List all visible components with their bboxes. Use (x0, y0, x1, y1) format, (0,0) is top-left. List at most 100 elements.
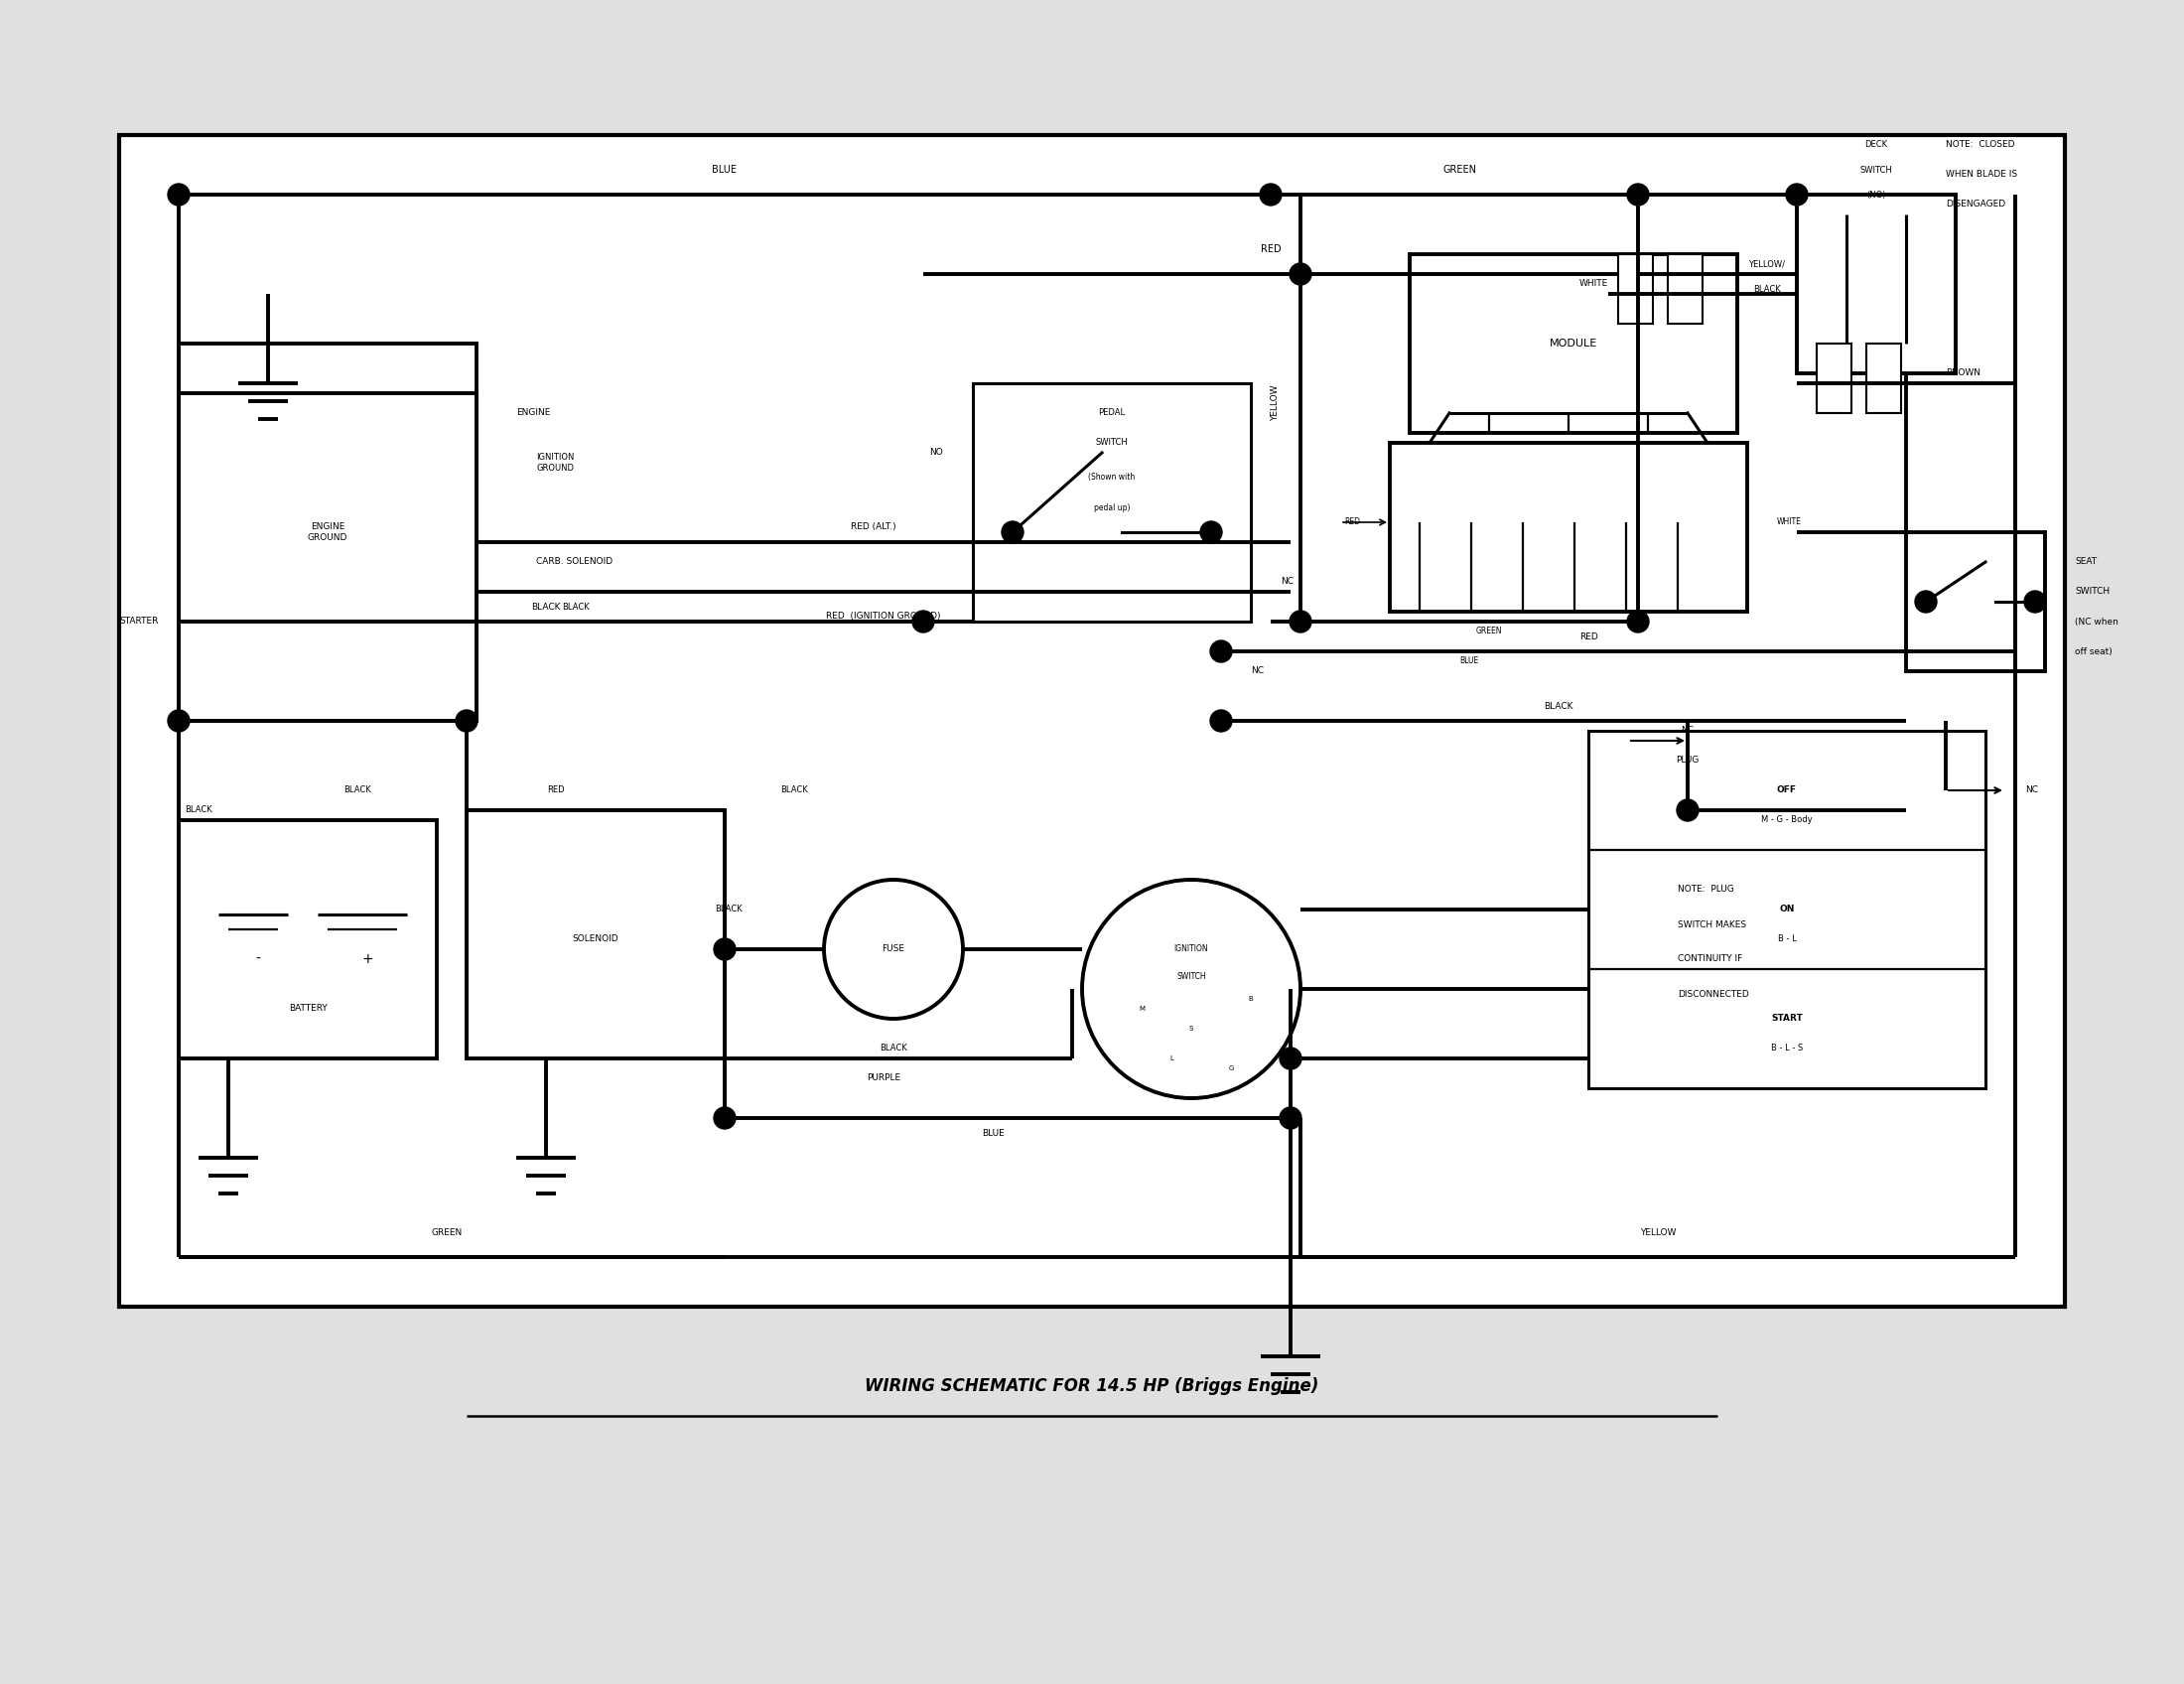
Text: RED (ALT.): RED (ALT.) (852, 522, 895, 532)
Text: BLACK: BLACK (186, 805, 212, 815)
Text: RED: RED (1260, 244, 1282, 254)
Text: BATTERY: BATTERY (288, 1004, 328, 1014)
Circle shape (1289, 611, 1310, 633)
Circle shape (168, 184, 190, 205)
Text: SEAT: SEAT (2075, 557, 2097, 566)
Text: RED: RED (1343, 517, 1361, 527)
Bar (1409, 254, 1736, 433)
Text: NO: NO (930, 448, 943, 458)
Circle shape (714, 1106, 736, 1128)
Text: WHITE: WHITE (1778, 517, 1802, 527)
Text: IGNITION
GROUND: IGNITION GROUND (535, 453, 574, 472)
Text: NC: NC (1682, 726, 1695, 736)
Bar (467, 810, 725, 1059)
Text: SWITCH: SWITCH (1861, 165, 1894, 173)
Text: CONTINUITY IF: CONTINUITY IF (1677, 955, 1743, 963)
Text: WIRING SCHEMATIC FOR 14.5 HP (Briggs Engine): WIRING SCHEMATIC FOR 14.5 HP (Briggs Eng… (865, 1378, 1319, 1394)
Bar (179, 820, 437, 1059)
Bar (1797, 195, 1955, 374)
Text: M - G - Body: M - G - Body (1760, 815, 1813, 825)
Circle shape (1677, 800, 1699, 822)
Bar (1618, 254, 1653, 323)
Text: RED  (IGNITION GROUND): RED (IGNITION GROUND) (826, 613, 941, 621)
Bar (1588, 731, 1985, 1088)
Text: (NC when: (NC when (2075, 616, 2118, 626)
Text: ON: ON (1780, 904, 1795, 914)
Circle shape (1915, 591, 1937, 613)
Text: DISCONNECTED: DISCONNECTED (1677, 990, 1749, 999)
Text: RED: RED (548, 786, 566, 795)
Text: (NO): (NO) (1867, 190, 1887, 199)
Text: -: - (256, 951, 260, 967)
Text: BLUE: BLUE (981, 1128, 1005, 1137)
Circle shape (1280, 1106, 1302, 1128)
Text: +: + (363, 951, 373, 967)
Circle shape (1210, 711, 1232, 733)
Text: ENGINE
GROUND: ENGINE GROUND (308, 522, 347, 542)
Text: SWITCH: SWITCH (2075, 588, 2110, 596)
Text: GREEN: GREEN (430, 1228, 463, 1236)
Bar (1907, 532, 2044, 672)
Text: (Shown with: (Shown with (1088, 473, 1136, 482)
Text: BLACK: BLACK (343, 786, 371, 795)
Text: DISENGAGED: DISENGAGED (1946, 200, 2005, 209)
Bar (120, 135, 2064, 1307)
Text: BROWN: BROWN (1946, 369, 1981, 377)
Text: OFF: OFF (1778, 786, 1797, 795)
Text: GREEN: GREEN (1476, 626, 1503, 637)
Circle shape (1787, 184, 1808, 205)
Text: RED: RED (1579, 632, 1599, 642)
Circle shape (2025, 591, 2046, 613)
Circle shape (456, 711, 478, 733)
Circle shape (1280, 1047, 1302, 1069)
Text: YELLOW: YELLOW (1271, 386, 1280, 421)
Bar (1817, 344, 1852, 413)
Text: SOLENOID: SOLENOID (572, 935, 618, 943)
Text: ENGINE: ENGINE (515, 409, 550, 418)
Text: SWITCH MAKES: SWITCH MAKES (1677, 919, 1747, 930)
Text: BLACK: BLACK (561, 603, 590, 611)
Text: pedal up): pedal up) (1094, 504, 1129, 512)
Text: S: S (1188, 1026, 1192, 1032)
Text: BLACK: BLACK (531, 603, 561, 611)
Text: DECK: DECK (1865, 140, 1887, 150)
Text: NC: NC (2025, 786, 2038, 795)
Text: PURPLE: PURPLE (867, 1074, 900, 1083)
Text: B: B (1249, 995, 1254, 1002)
Text: BLACK: BLACK (1544, 702, 1572, 711)
Text: BLACK: BLACK (780, 786, 808, 795)
Text: MODULE: MODULE (1548, 338, 1597, 349)
Text: YELLOW: YELLOW (1640, 1228, 1675, 1236)
Text: YELLOW/: YELLOW/ (1749, 259, 1787, 268)
Text: PLUG: PLUG (1675, 756, 1699, 765)
Text: BLACK: BLACK (1754, 285, 1780, 293)
Text: G: G (1227, 1066, 1234, 1071)
Text: NC: NC (1280, 578, 1293, 586)
Circle shape (1201, 522, 1223, 544)
Text: IGNITION: IGNITION (1175, 945, 1208, 953)
Text: BLACK: BLACK (714, 904, 743, 914)
Bar (1389, 443, 1747, 611)
Text: WHITE: WHITE (1579, 280, 1607, 288)
Text: GREEN: GREEN (1441, 165, 1476, 175)
Text: WHEN BLADE IS: WHEN BLADE IS (1946, 170, 2018, 179)
Text: L: L (1168, 1056, 1173, 1061)
Text: FUSE: FUSE (882, 945, 904, 953)
Text: PEDAL: PEDAL (1099, 409, 1125, 418)
Circle shape (913, 611, 935, 633)
Circle shape (1627, 611, 1649, 633)
Text: M: M (1138, 1005, 1144, 1012)
Circle shape (168, 711, 190, 733)
Text: SWITCH: SWITCH (1096, 438, 1129, 448)
Text: STARTER: STARTER (120, 616, 157, 626)
Bar (179, 344, 476, 721)
Bar (972, 384, 1251, 621)
Text: NOTE:  PLUG: NOTE: PLUG (1677, 886, 1734, 894)
Circle shape (1289, 263, 1310, 285)
Circle shape (1210, 640, 1232, 662)
Text: START: START (1771, 1014, 1802, 1024)
Text: B - L: B - L (1778, 935, 1795, 943)
Circle shape (1002, 522, 1024, 544)
Bar (1669, 254, 1704, 323)
Text: NOTE:  CLOSED: NOTE: CLOSED (1946, 140, 2014, 150)
